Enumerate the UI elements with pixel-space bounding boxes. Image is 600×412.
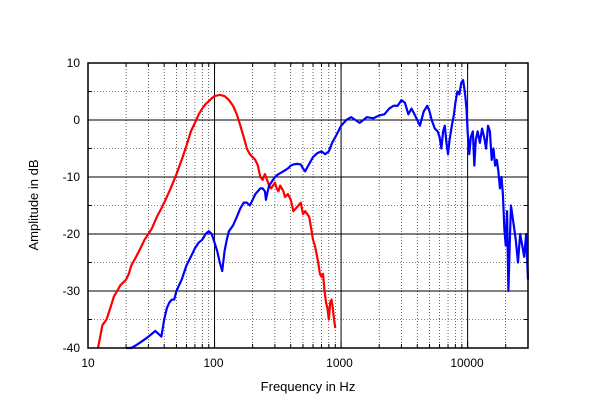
- data-series: [96, 78, 530, 350]
- x-tick-label-100: 100: [203, 356, 223, 370]
- y-tick-label-minus30: -30: [63, 284, 81, 298]
- y-tick-label-minus40: -40: [63, 341, 81, 355]
- y-tick-label-minus20: -20: [63, 227, 81, 241]
- x-tick-label-10000: 10000: [450, 356, 484, 370]
- axis-ticks: [87, 62, 529, 349]
- series-line-2: [126, 78, 530, 350]
- x-tick-label-10: 10: [81, 356, 95, 370]
- y-tick-label-10: 10: [67, 56, 81, 70]
- series-line-1: [96, 93, 337, 349]
- y-tick-label-0: 0: [73, 113, 80, 127]
- x-axis-title: Frequency in Hz: [261, 379, 356, 394]
- y-axis-title: Amplitude in dB: [26, 159, 41, 250]
- y-tick-label-minus10: -10: [63, 170, 81, 184]
- x-tick-label-1000: 1000: [326, 356, 353, 370]
